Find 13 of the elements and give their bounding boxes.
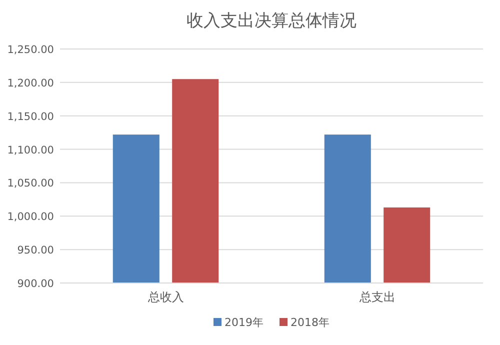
y-tick-label: 950.00 — [17, 244, 54, 257]
y-tick-label: 1,150.00 — [7, 110, 54, 123]
y-tick-label: 1,250.00 — [7, 44, 54, 56]
legend-label: 2019年 — [224, 316, 264, 329]
x-tick-label: 总支出 — [358, 290, 396, 304]
title: 收入支出决算总体情况 — [186, 11, 356, 31]
y-tick-label: 1,200.00 — [7, 77, 54, 90]
x-tick-label: 总收入 — [146, 290, 184, 304]
y-tick-label: 1,100.00 — [7, 144, 54, 156]
y-tick-label: 900.00 — [17, 278, 54, 290]
y-tick-label: 1,000.00 — [7, 211, 54, 224]
y-tick-label: 1,050.00 — [7, 178, 54, 190]
legend-label: 2018年 — [290, 316, 330, 329]
